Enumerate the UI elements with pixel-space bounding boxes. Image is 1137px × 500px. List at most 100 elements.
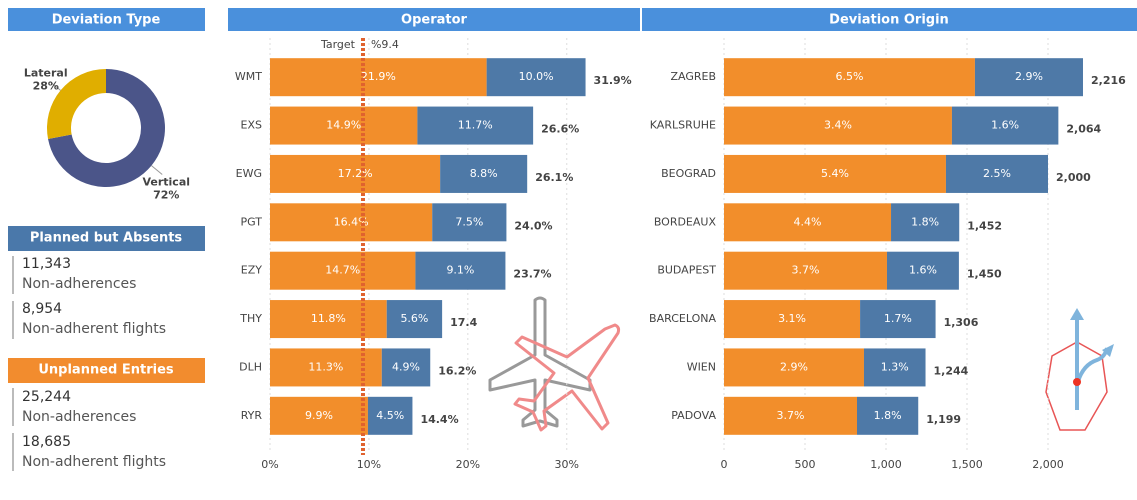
bar-segment: [270, 396, 368, 435]
y-tick-label: EZY: [241, 264, 262, 277]
chart-title: Deviation Origin: [829, 13, 949, 28]
segment-label: 9.1%: [446, 264, 474, 277]
bar-segment: [381, 348, 431, 387]
kpi-title: Planned but Absents: [30, 231, 183, 246]
total-label: 17.4: [450, 316, 477, 329]
y-tick-label: BARCELONA: [649, 312, 716, 325]
bar-segment: [860, 300, 936, 339]
bar-segment: [415, 251, 506, 290]
bar-segment: [270, 203, 433, 242]
segment-label: 1.8%: [874, 409, 902, 422]
bar-segment: [270, 154, 441, 193]
segment-label: 1.8%: [911, 215, 939, 228]
leader-line: [151, 165, 163, 175]
y-tick-label: EXS: [241, 119, 262, 132]
bar-segment: [270, 58, 487, 97]
x-tick-label: 1,000: [870, 458, 902, 471]
x-tick-label: 0%: [261, 458, 278, 471]
y-tick-label: ZAGREB: [670, 70, 716, 83]
bar-segment: [891, 203, 960, 242]
segment-label: 3.4%: [824, 119, 852, 132]
bar-segment: [724, 154, 946, 193]
y-tick-label: WIEN: [687, 360, 716, 373]
segment-label: 11.3%: [308, 360, 343, 373]
chart-title: Operator: [401, 13, 468, 28]
bar-segment: [270, 300, 387, 339]
kpi-rule: [12, 301, 14, 339]
y-tick-label: DLH: [239, 360, 262, 373]
bar-segment: [886, 251, 959, 290]
y-tick-label: KARLSRUHE: [650, 119, 716, 132]
segment-label: 5.6%: [400, 312, 428, 325]
kpi-rule: [12, 433, 14, 471]
y-tick-label: EWG: [236, 167, 262, 180]
kpi-value: 11,343: [22, 256, 71, 272]
x-tick-label: 2,000: [1032, 458, 1064, 471]
total-label: 2,216: [1091, 74, 1126, 87]
y-tick-label: BUDAPEST: [657, 264, 716, 277]
segment-label: 3.7%: [777, 409, 805, 422]
route-icon: [1045, 308, 1114, 431]
kpi-label: Non-adherences: [22, 409, 136, 425]
segment-label: 4.5%: [376, 409, 404, 422]
y-tick-label: WMT: [235, 70, 262, 83]
leader-line: [49, 81, 61, 91]
y-tick-label: PGT: [241, 215, 263, 228]
total-label: 2,064: [1066, 123, 1101, 136]
kpi-title: Unplanned Entries: [38, 363, 174, 378]
x-tick-label: 500: [795, 458, 816, 471]
total-label: 1,306: [944, 316, 979, 329]
segment-label: 2.9%: [780, 360, 808, 373]
total-label: 1,452: [967, 219, 1002, 232]
segment-label: 21.9%: [361, 70, 396, 83]
y-tick-label: RYR: [241, 409, 263, 422]
kpi-value: 25,244: [22, 389, 71, 405]
target-value: %9.4: [371, 38, 399, 51]
kpi-value: 18,685: [22, 434, 71, 450]
bar-segment: [724, 106, 952, 145]
segment-label: 11.8%: [311, 312, 346, 325]
total-label: 14.4%: [420, 413, 458, 426]
kpi-label: Non-adherences: [22, 276, 136, 292]
x-tick-label: 30%: [555, 458, 579, 471]
y-tick-label: PADOVA: [671, 409, 716, 422]
segment-label: 16.4%: [334, 215, 369, 228]
segment-label: 2.9%: [1015, 70, 1043, 83]
bar-segment: [724, 300, 861, 339]
bar-segment: [486, 58, 586, 97]
y-tick-label: BORDEAUX: [654, 215, 717, 228]
kpi-value: 8,954: [22, 301, 62, 317]
segment-label: 3.7%: [792, 264, 820, 277]
header-bar: [228, 8, 640, 31]
segment-label: 6.5%: [835, 70, 863, 83]
target-label: Target: [320, 38, 356, 51]
segment-label: 7.5%: [455, 215, 483, 228]
bar-segment: [863, 348, 926, 387]
x-tick-label: 1,500: [951, 458, 983, 471]
bar-segment: [724, 348, 864, 387]
x-tick-label: 10%: [357, 458, 381, 471]
bar-segment: [367, 396, 413, 435]
segment-label: 9.9%: [305, 409, 333, 422]
segment-label: 4.9%: [392, 360, 420, 373]
total-label: 26.6%: [541, 123, 579, 136]
segment-label: 14.9%: [326, 119, 361, 132]
segment-label: 14.7%: [325, 264, 360, 277]
slice-label: Vertical: [142, 176, 190, 189]
donut-slice: [46, 69, 106, 140]
total-label: 23.7%: [513, 268, 551, 281]
segment-label: 5.4%: [821, 167, 849, 180]
bar-segment: [724, 203, 892, 242]
bar-segment: [270, 251, 416, 290]
x-tick-label: 20%: [456, 458, 480, 471]
segment-label: 1.6%: [991, 119, 1019, 132]
bar-segment: [724, 396, 858, 435]
segment-label: 8.8%: [470, 167, 498, 180]
bar-segment: [945, 154, 1048, 193]
bar-segment: [857, 396, 919, 435]
segment-label: 3.1%: [778, 312, 806, 325]
slice-value: 28%: [33, 79, 59, 92]
total-label: 1,244: [934, 364, 969, 377]
kpi-rule: [12, 256, 14, 294]
